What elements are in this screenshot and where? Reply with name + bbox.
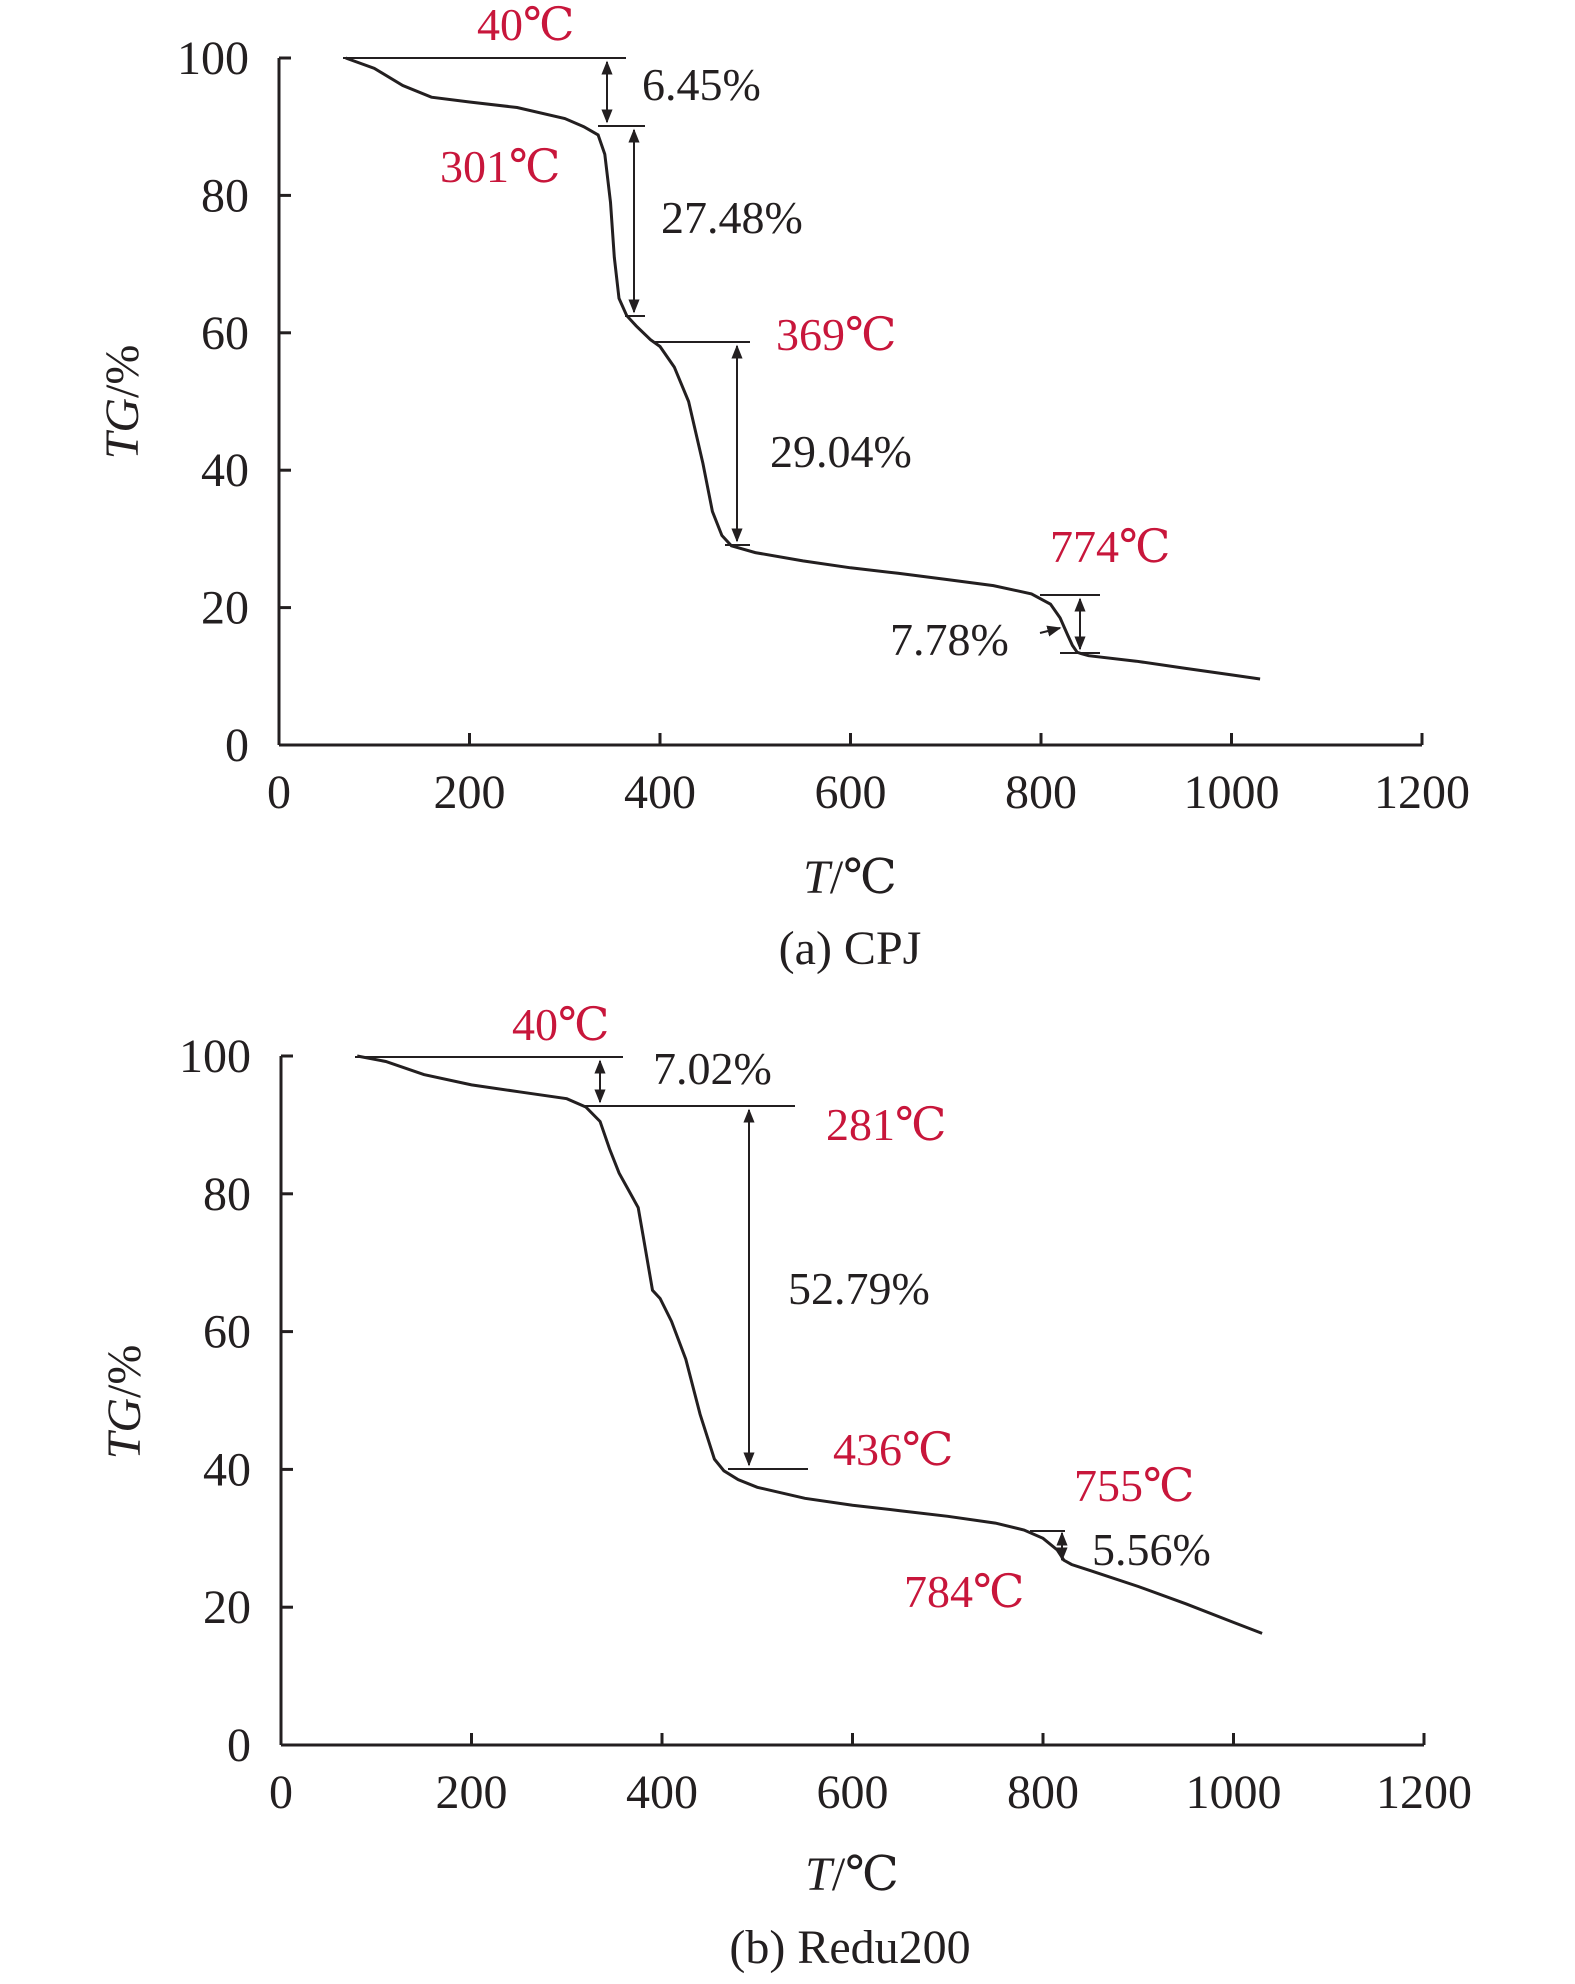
x-tick-labels-b: 0 200 400 600 800 1000 1200 — [269, 1766, 1472, 1819]
temp-label-a-774: 774℃ — [1050, 521, 1170, 572]
temp-label-a-40: 40℃ — [477, 0, 574, 50]
svg-text:TG/%: TG/% — [98, 1345, 151, 1460]
x-tick-label-a-1: 200 — [434, 766, 506, 819]
y-tick-labels-a: 0 20 40 60 80 100 — [177, 32, 249, 772]
temp-label-b-755: 755℃ — [1074, 1460, 1194, 1511]
x-axis-title-b: T/℃ — [805, 1848, 899, 1901]
temp-label-b-784: 784℃ — [904, 1566, 1024, 1617]
y-axis-title-a: TG/% — [96, 345, 149, 460]
loss-label-a-4: 7.78% — [890, 614, 1009, 665]
y-axis-title-b: TG/% — [98, 1345, 151, 1460]
y-tick-label-a-5: 100 — [177, 32, 249, 85]
x-tick-label-a-4: 800 — [1005, 766, 1077, 819]
temp-label-a-369: 369℃ — [776, 309, 896, 360]
x-tick-label-b-5: 1000 — [1186, 1766, 1282, 1819]
pointer-a-loss4 — [1039, 625, 1062, 637]
loss-label-b-1: 7.02% — [653, 1043, 772, 1094]
y-tick-label-b-5: 100 — [179, 1030, 251, 1083]
x-axis-title-b-unit: /℃ — [832, 1848, 899, 1901]
y-tick-label-b-3: 60 — [203, 1306, 251, 1359]
y-tick-label-a-3: 60 — [201, 307, 249, 360]
x-axis-title-b-italic: T — [805, 1848, 835, 1901]
loss-label-a-2: 27.48% — [661, 192, 803, 243]
x-tick-label-b-1: 200 — [436, 1766, 508, 1819]
x-tick-label-b-2: 400 — [626, 1766, 698, 1819]
y-tick-label-b-2: 40 — [203, 1443, 251, 1496]
x-tick-label-b-4: 800 — [1007, 1766, 1079, 1819]
x-tick-label-b-6: 1200 — [1376, 1766, 1472, 1819]
y-axis-title-a-unit: /% — [96, 345, 149, 398]
loss-label-a-1: 6.45% — [642, 59, 761, 110]
x-tick-label-a-2: 400 — [624, 766, 696, 819]
x-tick-label-b-3: 600 — [817, 1766, 889, 1819]
axes-a — [277, 56, 1424, 747]
y-tick-label-b-1: 20 — [203, 1581, 251, 1634]
y-tick-label-b-4: 80 — [203, 1168, 251, 1221]
loss-label-a-3: 29.04% — [770, 426, 912, 477]
x-tick-label-b-0: 0 — [269, 1766, 293, 1819]
caption-b: (b) Redu200 — [729, 1921, 970, 1974]
temp-label-b-281: 281℃ — [826, 1099, 946, 1150]
x-axis-title-a: T/℃ — [803, 851, 897, 904]
y-axis-title-b-unit: /% — [98, 1345, 151, 1398]
temp-label-b-436: 436℃ — [833, 1424, 953, 1475]
temp-label-b-40: 40℃ — [512, 999, 609, 1050]
x-tick-label-a-5: 1000 — [1184, 766, 1280, 819]
temp-label-a-301: 301℃ — [440, 141, 560, 192]
x-tick-label-a-6: 1200 — [1374, 766, 1470, 819]
y-axis-title-a-italic: TG — [96, 398, 149, 459]
y-tick-labels-b: 0 20 40 60 80 100 — [179, 1030, 251, 1772]
y-tick-label-a-1: 20 — [201, 582, 249, 635]
x-axis-title-a-unit: /℃ — [830, 851, 897, 904]
loss-label-b-2: 52.79% — [788, 1263, 930, 1314]
loss-label-b-3: 5.56% — [1092, 1524, 1211, 1575]
caption-a: (a) CPJ — [779, 922, 922, 975]
x-tick-label-a-3: 600 — [815, 766, 887, 819]
y-tick-label-a-2: 40 — [201, 444, 249, 497]
tg-curve-a — [345, 56, 1261, 681]
x-axis-title-a-italic: T — [803, 851, 833, 904]
y-axis-title-b-italic: TG — [98, 1398, 151, 1459]
y-tick-label-a-4: 80 — [201, 169, 249, 222]
svg-text:TG/%: TG/% — [96, 345, 149, 460]
y-tick-label-a-0: 0 — [225, 719, 249, 772]
x-tick-label-a-0: 0 — [267, 766, 291, 819]
y-tick-label-b-0: 0 — [227, 1719, 251, 1772]
axes-b — [279, 1054, 1426, 1747]
x-tick-labels-a: 0 200 400 600 800 1000 1200 — [267, 766, 1470, 819]
